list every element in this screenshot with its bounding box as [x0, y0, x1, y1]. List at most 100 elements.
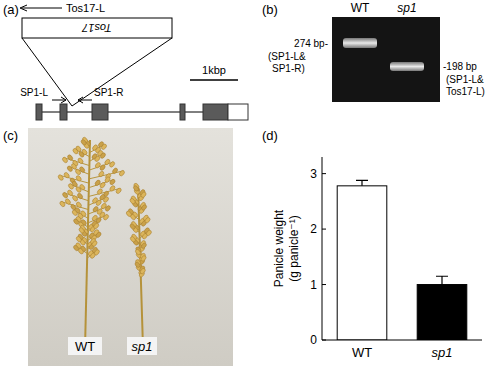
exon	[180, 104, 185, 120]
grain	[133, 185, 140, 192]
grain	[118, 170, 125, 177]
grain	[129, 223, 136, 230]
grain	[141, 204, 148, 211]
grain	[93, 222, 100, 229]
text: (c)	[3, 128, 18, 143]
grain	[140, 255, 147, 262]
grain	[129, 198, 136, 205]
utr	[228, 104, 248, 120]
text: Tos17-L	[66, 2, 105, 14]
grain	[139, 268, 146, 275]
exon	[60, 104, 67, 120]
band	[390, 62, 424, 71]
band	[343, 38, 377, 48]
grain	[75, 236, 82, 243]
grain	[78, 151, 85, 158]
grain	[125, 210, 132, 217]
bars	[337, 180, 467, 340]
grain	[68, 183, 75, 190]
primer-arrow	[52, 97, 66, 103]
grain	[104, 205, 111, 212]
grain	[93, 249, 100, 256]
grain	[75, 186, 82, 193]
grain	[59, 200, 66, 207]
text: SP1-R)	[272, 63, 305, 74]
tick	[322, 173, 326, 174]
grain	[98, 170, 105, 177]
text: Tos17-L)	[446, 86, 485, 97]
grain	[95, 231, 102, 238]
canvas: (a)Tos17-LTos17SP1-LSP1-R1kbp(b)WTsp1274…	[0, 0, 500, 371]
arrowhead	[20, 5, 27, 11]
grain	[115, 187, 122, 194]
grain	[129, 236, 136, 243]
grain	[63, 172, 70, 179]
grain	[109, 178, 116, 185]
text: 1	[310, 278, 317, 292]
text: 0	[310, 333, 317, 347]
text: 274 bp-	[294, 38, 328, 49]
grain	[101, 143, 108, 150]
photo	[28, 128, 233, 366]
exon	[36, 104, 42, 120]
grain	[73, 218, 80, 225]
grain	[80, 139, 87, 146]
grain	[135, 248, 142, 255]
error-bar	[436, 276, 448, 284]
grain	[72, 148, 79, 155]
text: (SP1-L&	[446, 74, 484, 85]
panel-d: (d)Panicle weight(g panicle⁻¹)0123WTsp1	[262, 128, 482, 360]
text: 1kbp	[202, 64, 226, 76]
label-box	[68, 337, 102, 355]
y-axis	[322, 157, 323, 340]
grain	[140, 191, 147, 198]
exon	[92, 104, 108, 120]
grain	[145, 229, 152, 236]
error-bar	[356, 180, 368, 186]
grain	[103, 214, 110, 221]
grain	[66, 165, 73, 172]
grain	[71, 209, 78, 216]
figure: (a)Tos17-LTos17SP1-LSP1-R1kbp(b)WTsp1274…	[0, 0, 500, 371]
panel-b: (b) WT sp1 274 bp- (SP1-L&SP1-R) -198 bp (SP1-…	[262, 1, 485, 102]
grain	[57, 174, 64, 181]
text: -198 bp	[443, 61, 477, 72]
arrow	[22, 8, 62, 9]
grain	[134, 261, 141, 268]
grain	[91, 240, 98, 247]
grain	[94, 155, 101, 162]
text: (b)	[262, 2, 278, 17]
text: WT	[352, 345, 372, 360]
exon	[203, 104, 228, 120]
text: sp1	[397, 1, 416, 15]
grain	[78, 227, 85, 234]
tick	[322, 284, 326, 285]
grain	[67, 154, 74, 161]
text: (a)	[3, 2, 19, 17]
text: sp1	[432, 345, 453, 360]
bar	[417, 285, 467, 340]
grain	[109, 161, 116, 168]
text: Panicle weight	[272, 209, 286, 287]
bar	[337, 186, 387, 340]
text: sp1	[132, 339, 153, 354]
text: (SP1-L&	[268, 51, 306, 62]
grain	[99, 152, 106, 159]
text: WT	[351, 1, 370, 15]
grain	[72, 195, 79, 202]
label-box	[127, 337, 157, 355]
grain	[75, 175, 82, 182]
grain	[73, 244, 80, 251]
panel-c: (c) WT sp1	[3, 128, 233, 366]
grain	[77, 157, 84, 164]
text: SP1-R	[94, 87, 123, 98]
tick	[322, 229, 326, 230]
text: WT	[75, 339, 95, 354]
text: 3	[310, 167, 317, 181]
grain	[96, 188, 103, 195]
insert-line	[72, 38, 172, 106]
grain	[75, 168, 82, 175]
grain	[62, 156, 69, 163]
text: 2	[310, 222, 317, 236]
text: (g panicle⁻¹)	[287, 215, 301, 281]
